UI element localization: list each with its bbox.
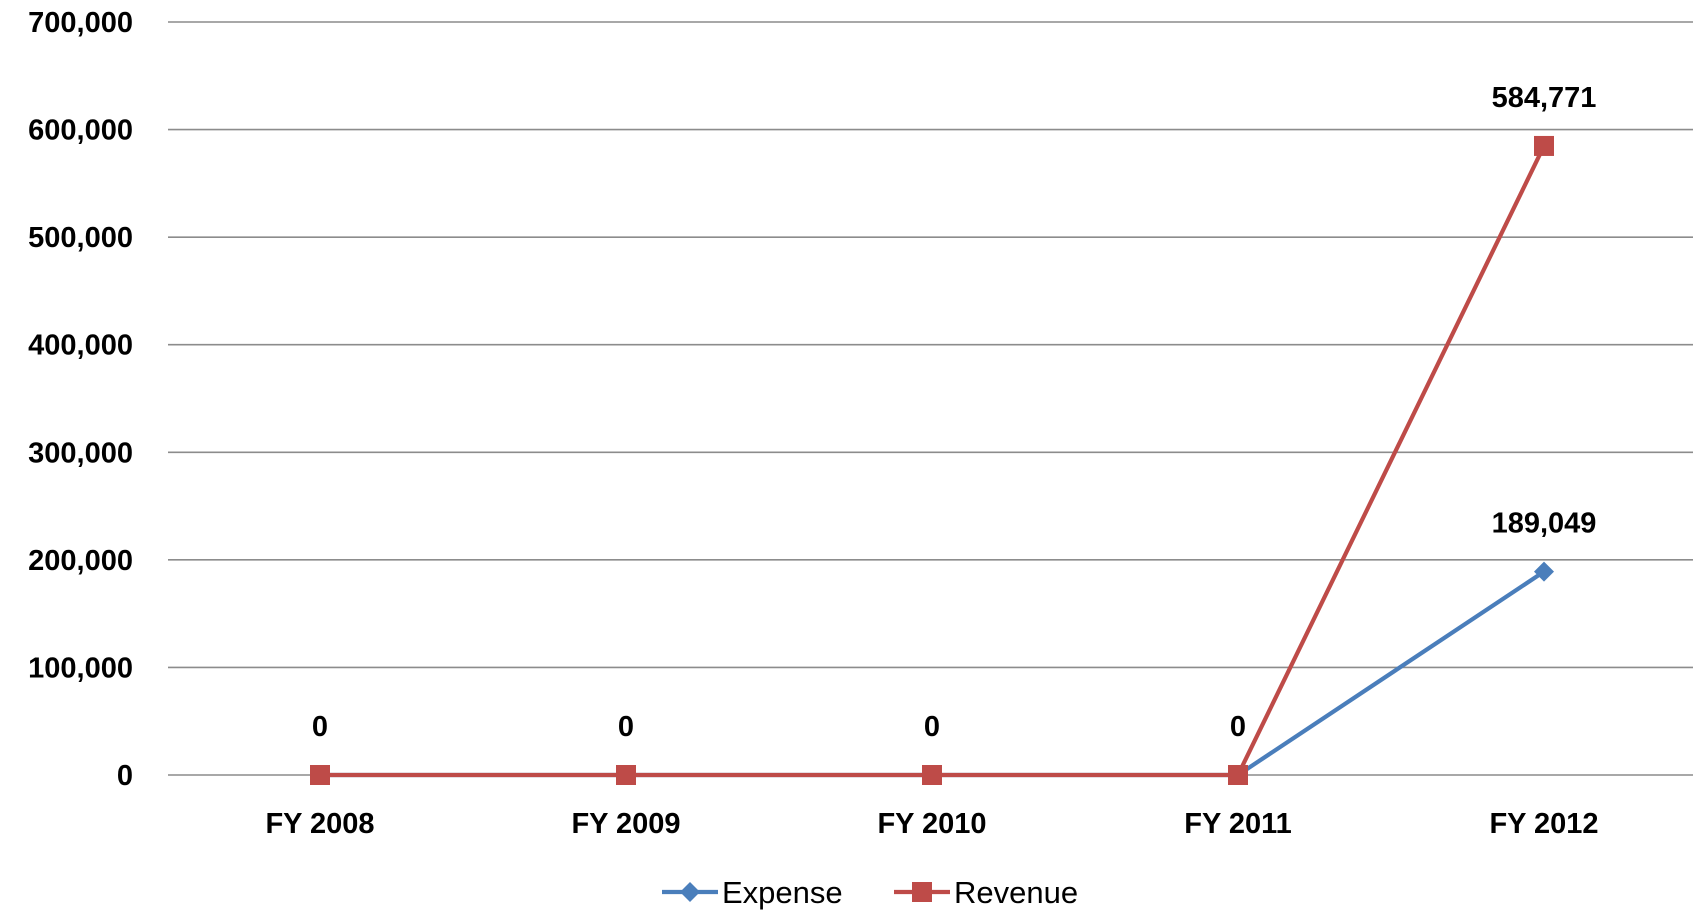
legend-expense-marker bbox=[680, 882, 700, 902]
x-tick-label-fy-2011: FY 2011 bbox=[1184, 808, 1292, 840]
y-tick-label: 300,000 bbox=[28, 437, 133, 469]
series-markers bbox=[310, 135, 1554, 785]
y-tick-label: 700,000 bbox=[28, 7, 133, 39]
legend-revenue-label: Revenue bbox=[954, 875, 1078, 910]
legend: Expense Revenue bbox=[662, 875, 1078, 910]
revenue-point-fy-2012 bbox=[1534, 135, 1554, 156]
y-axis-tick-labels: 0 100,000 200,000 300,000 400,000 500,000 600,… bbox=[28, 7, 133, 792]
y-tick-label: 100,000 bbox=[28, 652, 133, 684]
series-lines bbox=[320, 145, 1546, 778]
x-tick-label-fy-2009: FY 2009 bbox=[571, 808, 680, 840]
revenue-series-line bbox=[320, 145, 1546, 778]
y-tick-label: 600,000 bbox=[28, 115, 133, 147]
expense-data-label-fy-2012: 189,049 bbox=[1492, 508, 1597, 540]
y-tick-label: 0 bbox=[117, 760, 133, 792]
revenue-point-fy-2008 bbox=[310, 765, 330, 785]
revenue-point-fy-2009 bbox=[616, 765, 636, 785]
x-tick-label-fy-2008: FY 2008 bbox=[265, 808, 374, 840]
revenue-data-label-fy-2012: 584,771 bbox=[1492, 82, 1597, 114]
legend-expense-label: Expense bbox=[722, 875, 843, 910]
y-tick-label: 200,000 bbox=[28, 545, 133, 577]
data-labels: 189,049 0 0 0 0 584,771 bbox=[312, 82, 1596, 743]
expense-point-fy-2012 bbox=[1534, 561, 1554, 582]
revenue-point-fy-2011 bbox=[1228, 765, 1248, 785]
revenue-point-fy-2010 bbox=[922, 765, 942, 785]
revenue-data-label-fy-2009: 0 bbox=[618, 711, 634, 743]
legend-item-expense: Expense bbox=[662, 875, 843, 910]
x-axis-tick-labels: FY 2008 FY 2009 FY 2010 FY 2011 FY 2012 bbox=[265, 808, 1598, 840]
legend-revenue-marker bbox=[912, 882, 932, 902]
y-tick-label: 400,000 bbox=[28, 330, 133, 362]
legend-item-revenue: Revenue bbox=[894, 875, 1078, 910]
y-tick-label: 500,000 bbox=[28, 222, 133, 254]
gridlines bbox=[168, 21, 1693, 776]
x-tick-label-fy-2010: FY 2010 bbox=[877, 808, 986, 840]
revenue-data-label-fy-2011: 0 bbox=[1230, 711, 1246, 743]
expense-series-line bbox=[320, 569, 1546, 778]
revenue-data-label-fy-2010: 0 bbox=[924, 711, 940, 743]
revenue-data-label-fy-2008: 0 bbox=[312, 711, 328, 743]
x-tick-label-fy-2012: FY 2012 bbox=[1489, 808, 1598, 840]
